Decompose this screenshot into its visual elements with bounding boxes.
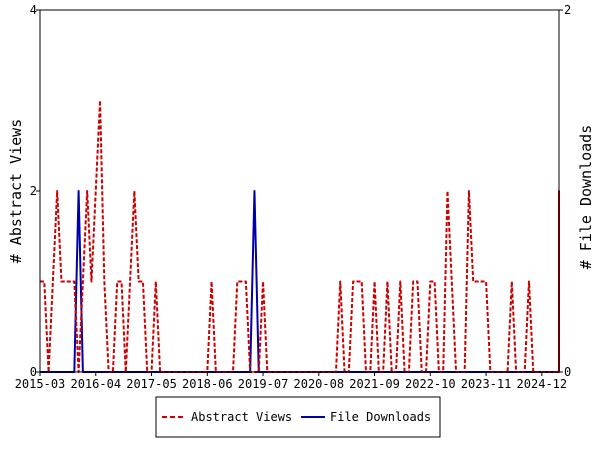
- x-tick-label: 2019-07: [238, 377, 289, 391]
- y-axis-left-title: # Abstract Views: [7, 119, 25, 264]
- series-layer: [40, 99, 560, 373]
- x-tick-label: 2018-06: [182, 377, 233, 391]
- axis-layer: 2015-03 2016-04 2017-05 2018-06 2019-07 2020-…: [15, 3, 572, 391]
- y-right-tick-label: 2: [564, 3, 571, 17]
- y-left-tick-label: 2: [30, 184, 37, 198]
- legend-label-abstract-views: Abstract Views: [191, 410, 292, 424]
- y-left-tick-label: 4: [30, 3, 37, 17]
- x-tick-label: 2021-09: [349, 377, 400, 391]
- x-tick-label: 2023-11: [461, 377, 512, 391]
- x-tick-label: 2016-04: [70, 377, 121, 391]
- y-axis-right-title: # File Downloads: [577, 125, 595, 270]
- x-tick-label: 2015-03: [15, 377, 66, 391]
- legend: Abstract Views File Downloads: [155, 396, 441, 438]
- plot-frame: [39, 9, 560, 373]
- x-tick-label: 2020-08: [294, 377, 345, 391]
- x-tick-label: 2017-05: [126, 377, 177, 391]
- x-tick-label: 2024-12: [517, 377, 568, 391]
- legend-label-file-downloads: File Downloads: [330, 410, 431, 424]
- y-left-tick-label: 0: [30, 365, 37, 379]
- legend-box: [155, 396, 441, 438]
- y-right-tick-label: 0: [564, 365, 571, 379]
- x-tick-label: 2022-10: [405, 377, 456, 391]
- series-line-abstract-views: [40, 99, 560, 373]
